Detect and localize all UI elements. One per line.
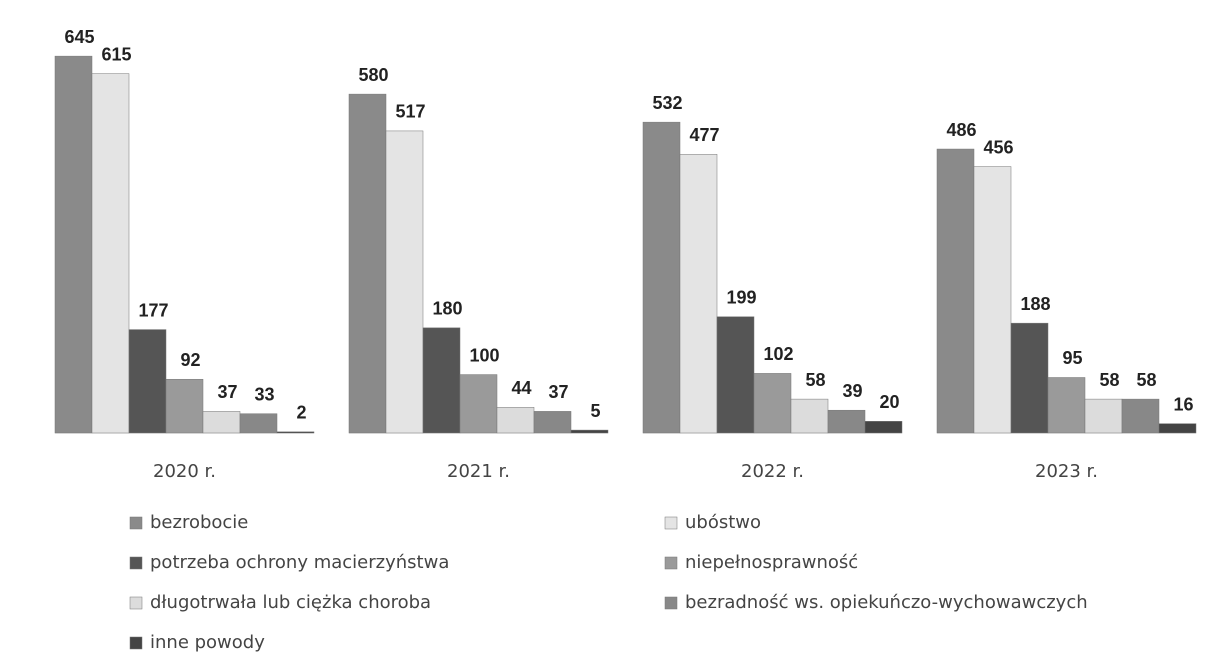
legend-swatch	[129, 516, 143, 530]
data-label: 16	[1173, 394, 1193, 414]
bar	[864, 421, 903, 434]
bar	[54, 55, 93, 434]
data-label: 33	[254, 384, 274, 404]
bar	[827, 409, 866, 434]
data-label: 477	[689, 125, 719, 145]
bar	[1010, 322, 1049, 434]
x-tick-label: 2022 r.	[741, 461, 804, 482]
bar	[276, 431, 315, 434]
bar	[570, 429, 609, 434]
data-label: 2	[296, 403, 306, 423]
bar	[973, 166, 1012, 434]
bar	[165, 378, 204, 434]
bar	[753, 373, 792, 434]
data-label: 102	[763, 344, 793, 364]
bar	[348, 93, 387, 434]
bar	[1121, 398, 1160, 434]
bar	[790, 398, 829, 434]
data-label: 44	[511, 378, 531, 398]
bar	[202, 411, 241, 434]
legend-swatch	[129, 596, 143, 610]
bar	[496, 407, 535, 434]
legend-label: długotrwała lub ciężka choroba	[150, 592, 431, 613]
bar	[385, 130, 424, 434]
legend-label: potrzeba ochrony macierzyństwa	[150, 552, 449, 573]
data-label: 39	[842, 381, 862, 401]
data-label: 37	[217, 382, 237, 402]
x-tick-label: 2020 r.	[153, 461, 216, 482]
legend-label: ubóstwo	[685, 512, 761, 533]
data-label: 58	[1099, 370, 1119, 390]
data-label: 580	[358, 65, 388, 85]
data-label: 95	[1062, 348, 1082, 368]
data-label: 100	[469, 345, 499, 365]
legend-label: bezrobocie	[150, 512, 248, 533]
legend-swatch	[664, 596, 678, 610]
bar	[91, 73, 130, 434]
data-label: 92	[180, 350, 200, 370]
legend-swatch	[129, 636, 143, 650]
bar	[239, 413, 278, 434]
legend-label: inne powody	[150, 632, 265, 653]
bar	[716, 316, 755, 434]
bar	[422, 327, 461, 434]
legend-label: niepełnosprawność	[685, 552, 858, 573]
bar	[936, 148, 975, 434]
data-label: 486	[946, 120, 976, 140]
data-label: 58	[805, 370, 825, 390]
bar	[1158, 423, 1197, 434]
x-tick-label: 2021 r.	[447, 461, 510, 482]
x-tick-label: 2023 r.	[1035, 461, 1098, 482]
data-label: 58	[1136, 370, 1156, 390]
bar	[679, 154, 718, 434]
data-label: 188	[1020, 294, 1050, 314]
data-label: 20	[879, 392, 899, 412]
bar	[1047, 377, 1086, 434]
data-label: 645	[64, 27, 94, 47]
data-label: 517	[395, 102, 425, 122]
data-label: 199	[726, 287, 756, 307]
bar	[533, 411, 572, 434]
data-label: 37	[548, 382, 568, 402]
legend-swatch	[664, 556, 678, 570]
data-label: 532	[652, 93, 682, 113]
data-label: 615	[101, 44, 131, 64]
legend-swatch	[664, 516, 678, 530]
data-label: 180	[432, 299, 462, 319]
data-label: 177	[138, 300, 168, 320]
bar	[642, 121, 681, 434]
bar	[128, 329, 167, 434]
bar	[459, 374, 498, 434]
data-label: 456	[983, 137, 1013, 157]
legend-label: bezradność ws. opiekuńczo-wychowawczych	[685, 592, 1088, 613]
data-label: 5	[590, 401, 600, 421]
legend-swatch	[129, 556, 143, 570]
bar	[1084, 398, 1123, 434]
